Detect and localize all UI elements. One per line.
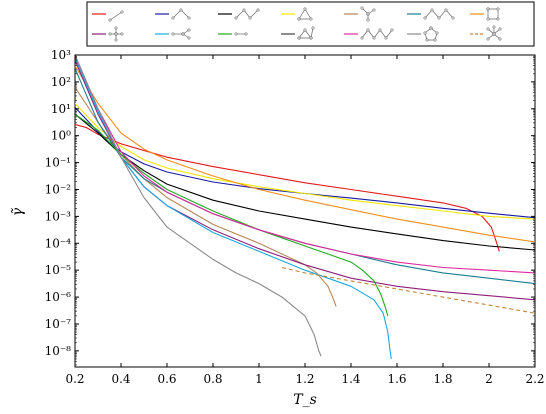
- y-tick-label: 10⁻¹: [45, 156, 71, 170]
- x-tick-label: 0.2: [65, 372, 84, 386]
- y-axis-title: γ̃: [10, 207, 26, 216]
- x-tick-label: 1: [255, 372, 263, 386]
- x-axis-ticks: 0.2 0.4 0.6 0.8 1 1.2 1.4 1.6 1.8 2 2.2: [65, 55, 545, 386]
- series-line-7: [75, 65, 535, 243]
- y-tick-label: 10²: [51, 75, 71, 89]
- series-line-5: [75, 86, 337, 307]
- series-line-8: [75, 60, 535, 301]
- series-line-13: [281, 266, 535, 314]
- series-line-2: [75, 107, 535, 219]
- y-tick-label: 10⁻²: [45, 182, 72, 196]
- legend-graph-glyph-star3: [360, 6, 376, 22]
- y-tick-label: 10¹: [51, 102, 71, 116]
- series-lines: [75, 55, 535, 359]
- y-tick-label: 10⁻⁷: [45, 317, 72, 331]
- x-tick-label: 1.6: [387, 372, 406, 386]
- series-line-3: [75, 113, 535, 251]
- legend-graph-glyph-pentagon: [423, 26, 439, 42]
- legend-box: [86, 1, 535, 47]
- x-tick-label: 1.8: [433, 372, 452, 386]
- legend-graph-glyph-star4: [108, 26, 124, 42]
- y-tick-label: 10⁻⁵: [45, 263, 72, 277]
- plot-area: 0.2 0.4 0.6 0.8 1 1.2 1.4 1.6 1.8 2 2.2 10³10²10¹1…: [45, 48, 545, 386]
- legend-graph-glyph-path2: [234, 32, 248, 36]
- x-tick-label: 2: [485, 372, 493, 386]
- legend-graph-glyph-path3: [171, 8, 191, 20]
- series-line-4: [75, 103, 535, 220]
- legend-graph-glyph-tailed_triangle: [297, 26, 315, 40]
- y-tick-label: 10⁻⁸: [45, 344, 72, 358]
- y-tick-label: 10⁰: [51, 129, 71, 143]
- y-tick-label: 10⁻³: [45, 209, 72, 223]
- legend: [86, 1, 535, 47]
- x-tick-label: 1.4: [341, 372, 360, 386]
- legend-graph-glyph-path_branch: [171, 28, 191, 40]
- x-tick-label: 0.6: [157, 372, 176, 386]
- series-line-11: [75, 55, 535, 274]
- series-line-9: [75, 57, 392, 359]
- legend-graph-glyph-path4: [234, 8, 260, 20]
- y-tick-label: 10³: [51, 48, 71, 62]
- legend-graph-glyph-edge: [108, 10, 124, 22]
- x-tick-label: 2.2: [525, 372, 544, 386]
- x-tick-label: 0.8: [203, 372, 222, 386]
- y-tick-label: 10⁻⁶: [45, 290, 72, 304]
- x-tick-label: 0.4: [111, 372, 130, 386]
- x-axis-title: T_s: [293, 392, 317, 408]
- legend-graph-glyph-path6: [360, 28, 394, 40]
- legend-graph-glyph-square: [486, 7, 500, 21]
- legend-graph-glyph-triangle: [297, 7, 313, 21]
- series-line-12: [75, 55, 322, 357]
- x-tick-label: 1.2: [295, 372, 314, 386]
- legend-graph-glyph-path5: [423, 8, 455, 20]
- y-axis-ticks: 10³ 10² 10¹ 10⁰ 10⁻¹ 10⁻² 10⁻³ 10⁻⁴ 10⁻⁵ 10⁻⁶ 10⁻⁷…: [45, 48, 535, 366]
- series-line-10: [75, 113, 389, 317]
- legend-graph-glyph-star5: [486, 25, 502, 41]
- y-tick-label: 10⁻⁴: [45, 236, 72, 250]
